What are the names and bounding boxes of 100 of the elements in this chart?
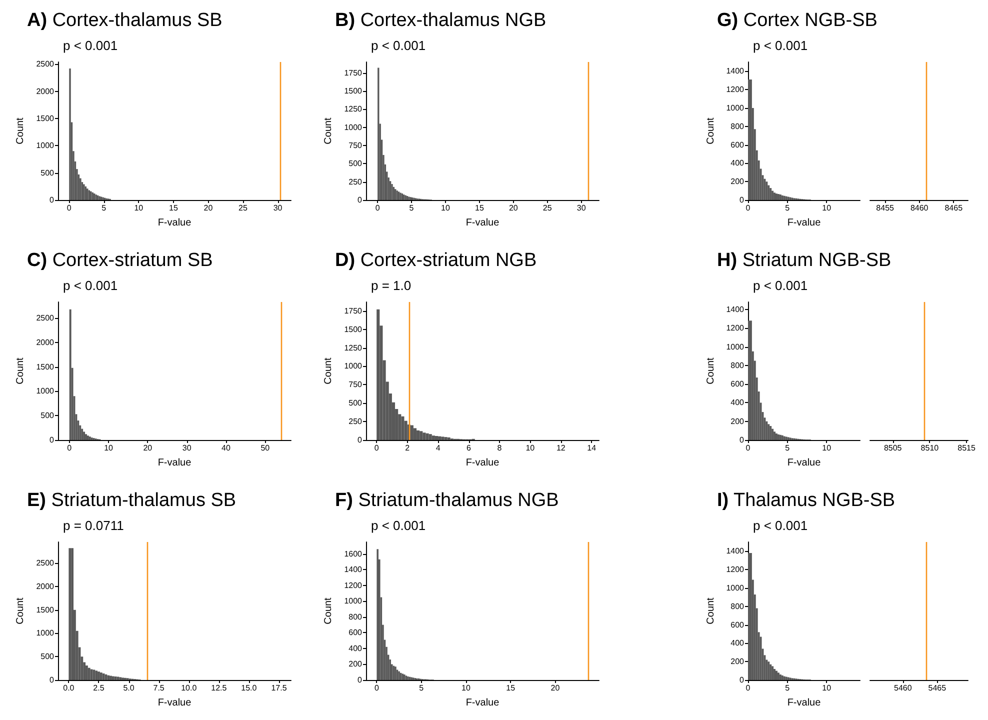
x-tick-label: 8510 (920, 444, 940, 452)
chart-title: F) Striatum-thalamus NGB (335, 490, 559, 511)
y-tick-label: 2500 (36, 314, 55, 323)
x-tick-label: 10 (441, 204, 450, 212)
y-tick-label: 1400 (726, 304, 745, 314)
chart-subtitle: p < 0.001 (371, 518, 426, 533)
y-axis-title: Count (14, 597, 26, 624)
y-tick-label: 500 (40, 411, 55, 420)
y-tick-label: 1500 (36, 362, 55, 372)
chart-subtitle: p < 0.001 (371, 38, 426, 53)
x-axis-title: F-value (158, 698, 192, 708)
x-tick-label: 2.5 (93, 684, 105, 692)
x-axis-title: F-value (466, 698, 500, 708)
y-tick-label: 1000 (726, 342, 745, 352)
x-tick-label: 2 (405, 444, 410, 452)
y-tick-label: 1000 (726, 584, 745, 592)
y-tick-label: 2000 (36, 86, 55, 96)
y-tick-label: 0 (50, 436, 55, 444)
chart-subtitle: p < 0.001 (753, 278, 808, 293)
y-axis-title: Count (14, 117, 26, 144)
y-tick-label: 0 (740, 676, 745, 684)
x-tick-label: 0 (746, 444, 751, 452)
x-tick-label: 10 (526, 444, 536, 452)
x-tick-label: 10.0 (181, 684, 198, 692)
y-axis-title: Count (706, 357, 716, 384)
y-tick-label: 1400 (726, 546, 745, 556)
x-tick-label: 30 (576, 204, 586, 212)
x-tick-label: 10 (822, 444, 832, 452)
x-tick-label: 12 (556, 444, 566, 452)
y-tick-label: 800 (730, 602, 745, 611)
y-tick-label: 0 (358, 436, 363, 444)
y-axis-title: Count (14, 357, 26, 384)
y-tick-label: 800 (348, 612, 363, 622)
y-tick-label: 1400 (344, 565, 363, 574)
y-tick-label: 1250 (344, 104, 363, 114)
chart-subtitle: p < 0.001 (753, 38, 808, 53)
x-tick-label: 0 (374, 444, 380, 452)
x-tick-label: 20 (143, 444, 153, 452)
x-tick-label: 25 (238, 204, 248, 212)
chart-subtitle: p < 0.001 (63, 278, 118, 293)
x-tick-label: 7.5 (153, 684, 165, 692)
x-tick-label: 15.0 (241, 684, 258, 692)
chart-title: C) Cortex-striatum SB (27, 250, 213, 271)
x-tick-label: 15 (506, 684, 516, 692)
x-tick-label: 5460 (894, 684, 912, 692)
y-tick-label: 400 (730, 158, 745, 168)
y-tick-label: 1200 (344, 580, 363, 590)
x-tick-label: 30 (273, 204, 283, 212)
y-tick-label: 200 (730, 657, 745, 666)
x-tick-label: 8460 (910, 204, 929, 212)
y-tick-label: 1000 (726, 104, 745, 112)
y-tick-label: 200 (730, 416, 745, 426)
y-tick-label: 1000 (344, 596, 363, 606)
y-tick-label: 600 (730, 620, 745, 630)
y-tick-label: 0 (358, 196, 363, 204)
x-tick-label: 10 (462, 684, 471, 692)
y-tick-label: 0 (740, 436, 745, 444)
x-tick-label: 4 (436, 444, 441, 452)
x-tick-label: 0 (67, 444, 72, 452)
y-tick-label: 2500 (36, 558, 55, 568)
x-axis-title: F-value (466, 218, 500, 228)
y-tick-label: 1200 (726, 85, 745, 94)
x-tick-label: 5.0 (123, 684, 135, 692)
y-tick-label: 500 (40, 652, 55, 662)
x-tick-label: 10 (134, 204, 144, 212)
chart-subtitle: p = 0.0711 (63, 518, 124, 533)
y-tick-label: 1750 (344, 306, 363, 316)
x-tick-label: 8505 (884, 444, 902, 452)
x-tick-label: 5 (785, 204, 790, 212)
y-tick-label: 1200 (726, 324, 745, 333)
x-tick-label: 30 (182, 444, 192, 452)
y-tick-label: 1000 (36, 141, 55, 150)
y-tick-label: 750 (348, 141, 363, 150)
x-tick-label: 5 (785, 684, 790, 692)
y-tick-label: 2000 (36, 582, 55, 591)
chart-title: A) Cortex-thalamus SB (27, 10, 222, 31)
x-axis-title: F-value (158, 218, 192, 228)
x-tick-label: 0 (375, 204, 380, 212)
x-tick-label: 40 (222, 444, 231, 452)
x-tick-label: 10 (822, 684, 832, 692)
chart-title: G) Cortex NGB-SB (717, 10, 878, 31)
x-axis-title: F-value (787, 458, 822, 468)
y-tick-label: 1400 (726, 66, 745, 76)
y-tick-label: 600 (730, 380, 745, 389)
chart-title: I) Thalamus NGB-SB (717, 490, 896, 511)
y-axis-title: Count (706, 597, 716, 624)
x-axis-title: F-value (466, 458, 500, 468)
y-tick-label: 400 (730, 398, 745, 408)
y-tick-label: 1200 (726, 565, 745, 574)
y-tick-label: 2500 (36, 60, 55, 69)
y-tick-label: 200 (730, 177, 745, 186)
y-tick-label: 400 (730, 638, 745, 648)
y-tick-label: 1000 (36, 628, 55, 638)
y-tick-label: 500 (348, 159, 363, 168)
y-tick-label: 800 (730, 360, 745, 370)
y-tick-label: 1000 (36, 386, 55, 396)
x-tick-label: 10 (822, 204, 832, 212)
y-tick-label: 1500 (344, 324, 363, 334)
y-tick-label: 1500 (36, 605, 55, 614)
x-tick-label: 5 (102, 204, 107, 212)
